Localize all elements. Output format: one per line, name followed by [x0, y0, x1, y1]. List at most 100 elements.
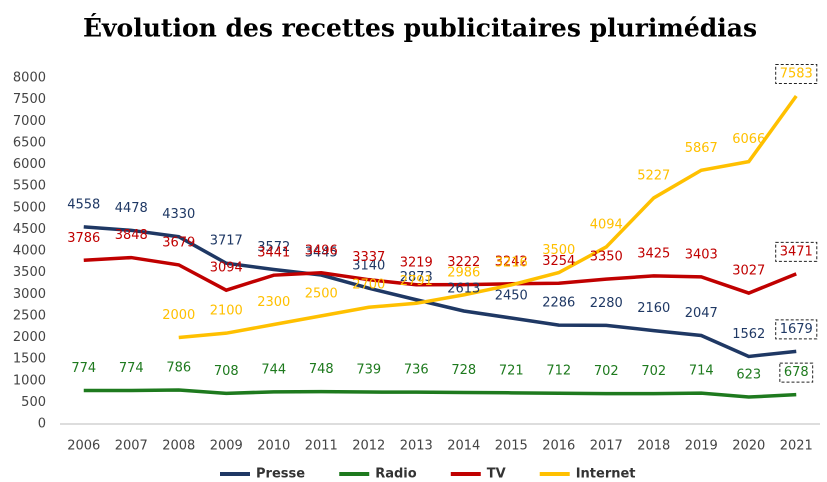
data-label: 2047: [685, 306, 718, 321]
data-label: 3717: [210, 234, 243, 249]
data-label: 2000: [162, 308, 195, 323]
data-label: 4478: [115, 201, 148, 216]
data-label: 3500: [542, 243, 575, 258]
y-tick-label: 6000: [13, 157, 46, 172]
data-label: 3222: [447, 255, 480, 270]
data-label: 5227: [637, 168, 670, 183]
data-label: 6066: [732, 132, 765, 147]
data-label: 3471: [780, 244, 813, 259]
data-label: 721: [499, 363, 524, 378]
data-label: 1679: [780, 322, 813, 337]
x-tick-label: 2009: [210, 439, 243, 454]
x-tick-label: 2012: [352, 439, 385, 454]
data-label: 774: [119, 361, 144, 376]
y-tick-label: 500: [21, 395, 46, 410]
x-tick-label: 2021: [780, 439, 813, 454]
data-label: 3242: [495, 254, 528, 269]
x-tick-label: 2014: [447, 439, 480, 454]
data-label: 3219: [400, 255, 433, 270]
data-label: 2450: [495, 289, 528, 304]
y-tick-label: 7500: [13, 92, 46, 107]
data-label: 3496: [305, 243, 338, 258]
y-tick-label: 0: [38, 417, 46, 432]
y-tick-label: 3000: [13, 287, 46, 302]
data-label: 3679: [162, 235, 195, 250]
data-label: 2160: [637, 301, 670, 316]
data-label: 714: [689, 364, 714, 379]
y-tick-label: 5000: [13, 200, 46, 215]
data-label: 748: [309, 362, 334, 377]
legend-label: Internet: [576, 467, 636, 482]
data-label: 702: [594, 364, 619, 379]
data-label: 739: [356, 363, 381, 378]
x-tick-label: 2015: [495, 439, 528, 454]
data-label: 3094: [210, 261, 243, 276]
data-label: 744: [261, 362, 286, 377]
data-label: 678: [784, 365, 809, 380]
data-label: 2613: [447, 281, 480, 296]
chart-title: Évolution des recettes publicitaires plu…: [83, 14, 757, 43]
data-label: 3441: [257, 246, 290, 261]
x-tick-label: 2011: [305, 439, 338, 454]
x-tick-label: 2006: [67, 439, 100, 454]
data-label: 2286: [542, 296, 575, 311]
data-label: 702: [641, 364, 666, 379]
y-tick-label: 4500: [13, 222, 46, 237]
x-tick-label: 2019: [685, 439, 718, 454]
y-tick-label: 5500: [13, 179, 46, 194]
data-label: 3254: [542, 254, 575, 269]
data-label: 2280: [590, 296, 623, 311]
data-label: 4330: [162, 207, 195, 222]
data-label: 2700: [352, 278, 385, 293]
y-tick-label: 7000: [13, 114, 46, 129]
y-tick-label: 8000: [13, 71, 46, 86]
data-label: 3572: [257, 240, 290, 255]
x-tick-label: 2016: [542, 439, 575, 454]
label-box: [775, 64, 818, 85]
x-tick-label: 2020: [732, 439, 765, 454]
data-label: 2986: [447, 265, 480, 280]
data-label: 7583: [780, 67, 813, 82]
data-label: 3786: [67, 231, 100, 246]
data-label: 5867: [685, 141, 718, 156]
data-label: 736: [404, 363, 429, 378]
x-tick-label: 2008: [162, 439, 195, 454]
label-box: [775, 241, 818, 262]
series-line: [83, 225, 797, 359]
x-tick-label: 2017: [590, 439, 623, 454]
y-tick-label: 2500: [13, 308, 46, 323]
data-label: 728: [451, 363, 476, 378]
data-label: 3425: [637, 246, 670, 261]
data-label: 3350: [590, 250, 623, 265]
data-label: 786: [166, 361, 191, 376]
data-label: 708: [214, 364, 239, 379]
data-label: 2873: [400, 270, 433, 285]
legend-label: Radio: [375, 467, 417, 482]
data-label: 2300: [257, 295, 290, 310]
data-label: 3337: [352, 250, 385, 265]
y-tick-label: 6500: [13, 135, 46, 150]
series-line: [178, 95, 798, 340]
series-line: [83, 255, 797, 295]
y-tick-label: 1000: [13, 373, 46, 388]
data-label: 4094: [590, 217, 623, 232]
data-label: 2791: [400, 274, 433, 289]
data-label: 4558: [67, 197, 100, 212]
label-box: [779, 362, 814, 383]
data-label: 3216: [495, 255, 528, 270]
data-label: 623: [736, 368, 761, 383]
series-line: [83, 388, 797, 399]
data-label: 3403: [685, 247, 718, 262]
data-label: 3848: [115, 228, 148, 243]
legend-label: Presse: [256, 467, 305, 482]
data-label: 3445: [305, 246, 338, 261]
x-tick-label: 2010: [257, 439, 290, 454]
x-tick-label: 2007: [115, 439, 148, 454]
x-tick-label: 2018: [637, 439, 670, 454]
data-label: 1562: [732, 327, 765, 342]
data-label: 3140: [352, 259, 385, 274]
data-label: 3027: [732, 264, 765, 279]
data-label: 712: [546, 364, 571, 379]
data-label: 2500: [305, 286, 338, 301]
